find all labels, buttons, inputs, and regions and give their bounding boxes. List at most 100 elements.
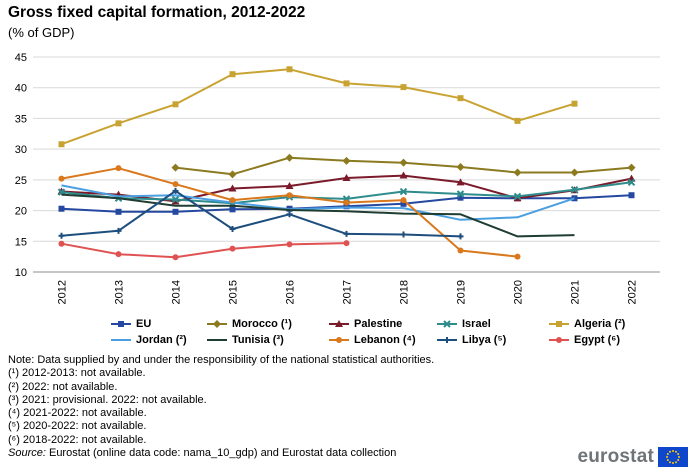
flag-star [675,461,677,464]
x-tick-label: 2012 [57,280,69,304]
legend-item: Tunisia (³) [206,334,328,346]
data-point [285,153,294,162]
legend-swatch [207,339,227,341]
data-point [400,231,407,238]
legend-swatch [207,320,227,328]
source-line: Source: Eurostat (online data code: nama… [8,447,434,460]
legend-item: Egypt (⁶) [548,334,670,346]
series-egypt [58,240,350,261]
series-algeria [58,66,578,148]
legend-swatch [549,321,569,327]
data-point [571,100,578,107]
data-point [570,185,579,194]
flag-star [675,450,677,453]
y-tick-label: 20 [15,206,27,218]
data-point [342,156,351,165]
x-tick-label: 2021 [570,280,582,304]
x-tick-label: 2013 [114,280,126,304]
chart-notes: Note: Data supplied by and under the res… [8,354,434,460]
legend-swatch [111,321,131,327]
flag-field [658,447,688,467]
data-point [172,101,179,108]
data-point [58,232,65,239]
legend-label: Jordan (²) [136,334,187,346]
data-point [335,320,343,327]
series-morocco [171,153,636,179]
data-point [400,84,407,91]
data-point [286,241,293,248]
data-point [628,192,635,199]
series-line [61,184,575,221]
data-point [627,163,636,172]
series-jordan [61,184,575,221]
data-point [229,206,236,213]
data-point [58,175,65,182]
legend-label: EU [136,318,152,330]
data-point [115,165,122,172]
data-point [457,95,464,102]
legend-label: Morocco (¹) [232,318,292,330]
data-point [343,199,350,206]
eu-flag-icon [658,447,688,467]
series-line [61,189,461,238]
data-point [58,240,65,247]
legend-item: Libya (⁵) [436,334,548,346]
data-point [171,163,180,172]
y-tick-label: 35 [15,113,27,125]
flag-star [666,453,669,455]
data-point [115,227,122,234]
data-point [513,168,522,177]
data-point [457,194,464,201]
series-tunisia [61,193,575,238]
data-point [514,117,521,124]
data-point [514,253,521,260]
data-point [399,158,408,167]
y-tick-label: 45 [15,52,27,64]
data-point [399,187,408,196]
data-point [229,245,236,252]
data-point [172,254,179,261]
data-point [213,320,221,328]
eurostat-logo: eurostat [577,446,688,468]
series-line [61,242,347,259]
data-point [400,200,407,207]
data-point [172,187,179,194]
legend-item: Palestine [328,318,436,330]
data-point [456,178,465,186]
data-point [172,208,179,215]
chart-legend: EU Morocco (¹) Palestine Israel Algeria (²) J… [110,318,670,346]
legend-label: Algeria (²) [574,318,626,330]
data-point [343,240,350,247]
legend-item: Algeria (²) [548,318,670,330]
data-point [556,321,562,327]
data-point [456,162,465,171]
flag-star [672,450,674,452]
note-line: (²) 2022: not available. [8,380,118,393]
chart-subtitle: (% of GDP) [8,25,75,40]
legend-swatch [549,337,569,343]
note-line: Note: Data supplied by and under the res… [8,354,435,366]
data-point [228,184,237,192]
y-tick-label: 30 [15,144,27,156]
source-text: Eurostat (online data code: nama_10_gdp)… [45,447,397,460]
data-point [229,197,236,204]
legend-label: Libya (⁵) [462,334,507,346]
x-tick-label: 2016 [285,280,297,304]
data-point [400,197,407,204]
data-point [228,170,237,179]
legend-swatch [111,339,131,341]
legend-label: Lebanon (⁴) [354,334,416,346]
series-libya [58,187,464,240]
x-tick-label: 2022 [627,280,639,304]
legend-swatch [437,320,457,328]
x-tick-label: 2014 [171,280,183,304]
source-label: Source: [8,447,46,460]
legend-item: Jordan (²) [110,334,206,346]
data-point [513,192,522,201]
data-point [570,168,579,177]
flag-star [669,450,671,453]
data-point [343,203,350,210]
flag-star [678,456,680,458]
data-point [286,192,293,199]
data-point [229,226,236,232]
